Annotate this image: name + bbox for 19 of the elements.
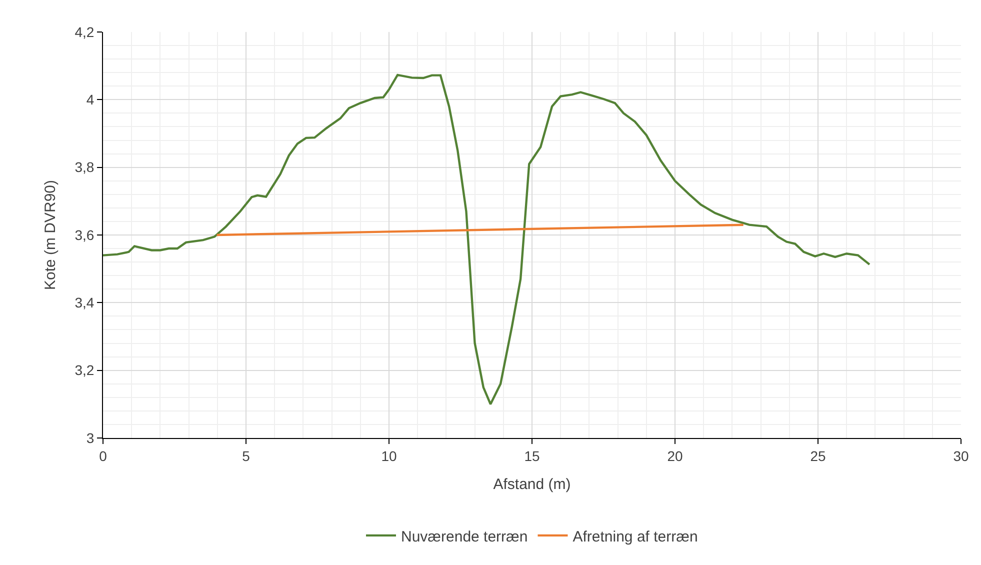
x-tick-label: 0 [99, 448, 108, 464]
x-tick-label: 25 [810, 448, 826, 464]
y-tick-label: 4,2 [74, 24, 94, 40]
y-tick-label: 4 [86, 92, 94, 108]
y-tick-label: 3,2 [74, 362, 94, 378]
y-axis-title: Kote (m DVR90) [42, 180, 59, 290]
legend-label: Nuværende terræn [401, 528, 528, 546]
y-tick-label: 3,4 [74, 294, 94, 311]
line-series [103, 74, 871, 406]
x-tick-label: 5 [242, 448, 250, 464]
y-tick-label: 3,8 [74, 159, 94, 176]
x-tick-label: 15 [524, 448, 540, 464]
legend-label: Afretning af terræn [572, 528, 698, 546]
x-tick-label: 30 [953, 448, 969, 464]
x-tick-label: 10 [381, 448, 397, 464]
x-tick-label: 20 [667, 448, 683, 464]
y-tick-label: 3 [86, 430, 94, 446]
y-tick-label: 3,6 [74, 226, 94, 243]
x-axis-title: Afstand (m) [493, 476, 571, 493]
